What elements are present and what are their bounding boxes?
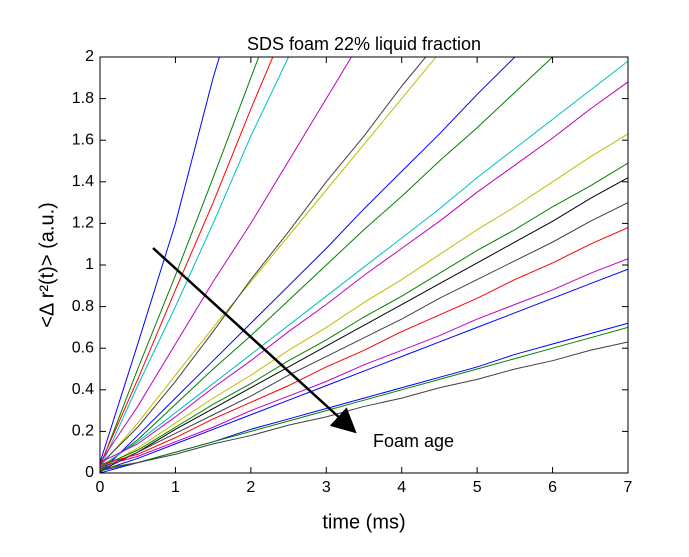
y-tick-label: 1: [85, 256, 94, 273]
x-tick-label: 0: [96, 479, 105, 496]
y-tick-label: 0.8: [72, 298, 94, 315]
series-line: [100, 57, 516, 473]
series-line: [100, 268, 628, 472]
series-line: [100, 57, 290, 470]
plot-lines: [100, 57, 628, 473]
series-line: [100, 177, 628, 472]
y-tick-label: 0.2: [72, 423, 94, 440]
series-line: [100, 81, 628, 464]
series-line: [100, 133, 628, 470]
arrow: [152, 247, 357, 434]
series-line: [100, 341, 628, 472]
y-tick-label: 0.6: [72, 339, 94, 356]
x-tick-label: 7: [624, 479, 633, 496]
series-line: [100, 326, 628, 470]
series-line: [100, 57, 437, 468]
series-line: [100, 57, 353, 463]
y-tick-label: 0.4: [72, 381, 94, 398]
series-line: [100, 57, 554, 470]
series-line: [100, 57, 427, 466]
x-tick-label: 6: [548, 479, 557, 496]
y-tick-label: 1.8: [72, 90, 94, 107]
annotation: Foam age: [373, 431, 454, 451]
x-tick-label: 2: [246, 479, 255, 496]
y-tick-label: 2: [85, 48, 94, 65]
y-tick-label: 0: [85, 464, 94, 481]
series-line: [100, 57, 260, 467]
y-axis-label: <Δ r²(t)> (a.u.): [36, 202, 58, 328]
series-line: [100, 258, 628, 468]
series-line: [100, 227, 628, 466]
x-axis-label: time (ms): [322, 511, 405, 533]
x-tick-label: 1: [171, 479, 180, 496]
series-line: [100, 57, 220, 463]
series-line: [100, 57, 274, 465]
series-line: [100, 202, 628, 470]
y-tick-label: 1.6: [72, 131, 94, 148]
y-tick-label: 1.2: [72, 215, 94, 232]
y-tick-label: 1.4: [72, 173, 94, 190]
x-tick-label: 4: [397, 479, 406, 496]
series-line: [100, 162, 628, 468]
x-tick-label: 5: [473, 479, 482, 496]
x-tick-label: 3: [322, 479, 331, 496]
series-line: [100, 60, 628, 468]
chart-title: SDS foam 22% liquid fraction: [247, 34, 481, 54]
